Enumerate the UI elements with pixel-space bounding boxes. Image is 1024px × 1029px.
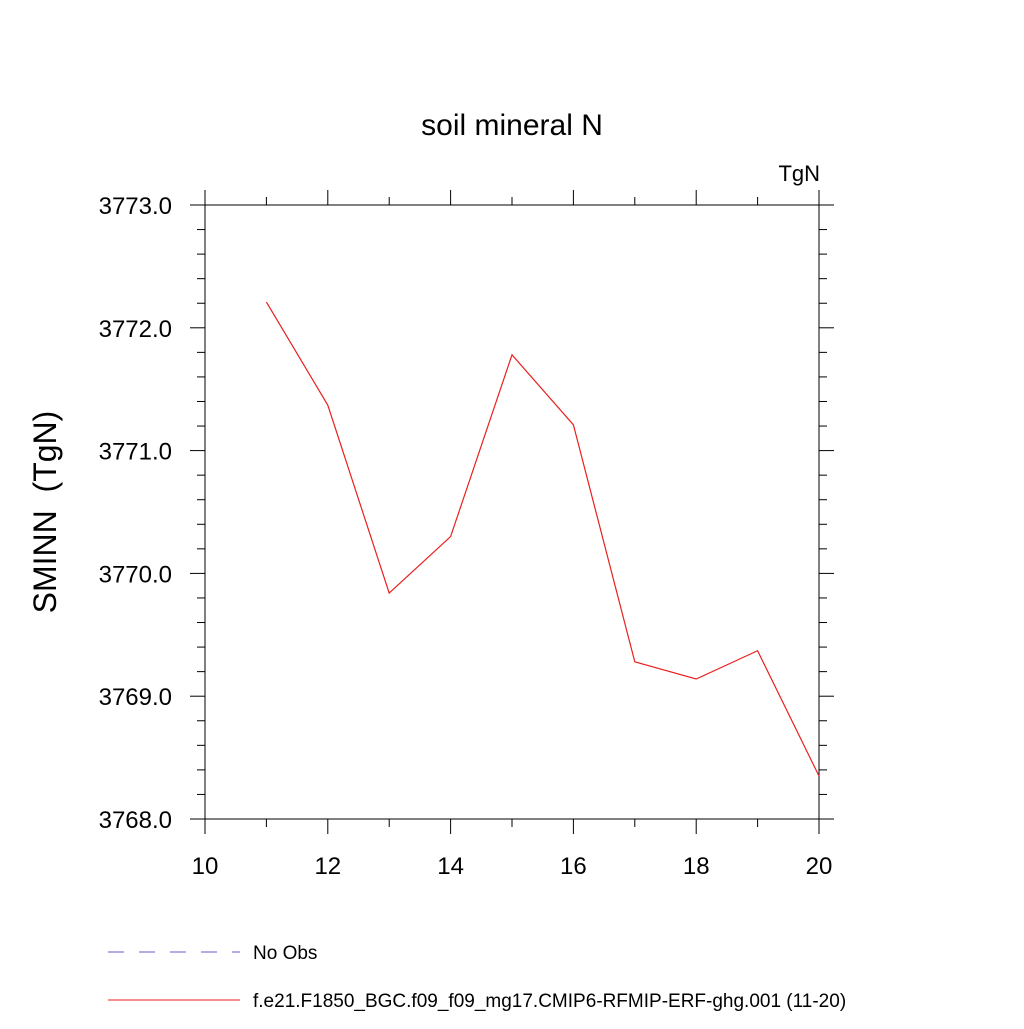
legend-label-0: No Obs <box>253 943 317 964</box>
x-tick-label: 18 <box>683 853 710 880</box>
plot-frame <box>204 204 820 820</box>
x-tick-label: 16 <box>560 853 587 880</box>
y-tick-label: 3773.0 <box>99 193 172 220</box>
legend: No Obs f.e21.F1850_BGC.f09_f09_mg17.CMIP6… <box>108 943 846 1012</box>
series-line-0 <box>265 301 820 777</box>
chart-title: soil mineral N <box>421 109 603 142</box>
y-tick-label: 3768.0 <box>99 807 172 834</box>
x-tick-label: 12 <box>314 853 341 880</box>
x-tick-label: 20 <box>806 853 833 880</box>
units-label: TgN <box>778 161 820 186</box>
y-tick-label: 3771.0 <box>99 439 172 466</box>
x-tick-label: 10 <box>192 853 219 880</box>
legend-label-1: f.e21.F1850_BGC.f09_f09_mg17.CMIP6-RFMIP… <box>253 991 846 1012</box>
x-tick-label: 14 <box>437 853 464 880</box>
y-tick-label: 3772.0 <box>99 316 172 343</box>
y-tick-label: 3769.0 <box>99 684 172 711</box>
ticks-layer: 10 12 14 16 18 20 3768.0 3769.0 3770.0 3771.0 3772… <box>99 190 834 880</box>
y-tick-label: 3770.0 <box>99 561 172 588</box>
y-axis-label: SMINN (TgN) <box>27 411 63 614</box>
series-layer <box>265 301 820 777</box>
